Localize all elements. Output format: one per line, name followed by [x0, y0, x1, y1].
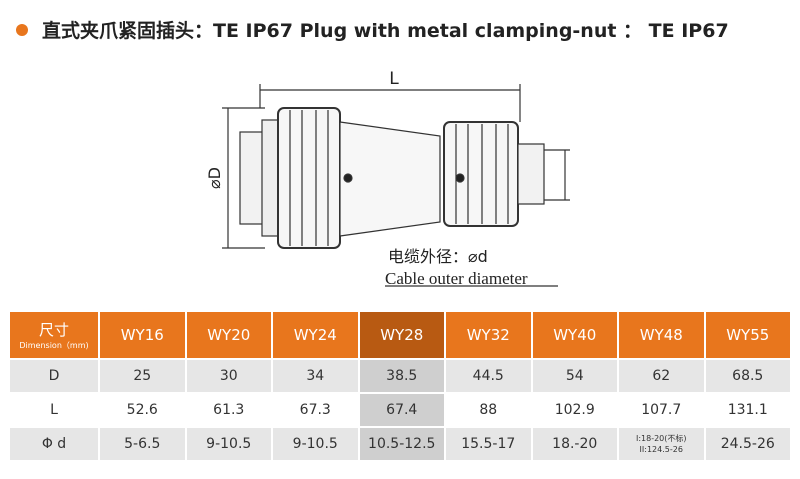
- cell-text: 9-10.5: [206, 436, 252, 452]
- table-cell: 25: [100, 360, 185, 392]
- column-header: WY28: [359, 312, 444, 358]
- cell-text: 131.1: [727, 402, 768, 418]
- cell-text: 34: [306, 368, 325, 384]
- table-cell: 54: [532, 360, 617, 392]
- cell-text: 25: [133, 368, 152, 384]
- cell-text: WY28: [380, 326, 424, 344]
- cell-text: WY48: [639, 326, 683, 344]
- screw: [455, 173, 465, 183]
- table-cell: 88: [446, 394, 531, 426]
- table-cell: 24.5-26: [705, 428, 790, 460]
- cable-end: [517, 143, 545, 205]
- cell-text: 24.5-26: [720, 436, 775, 452]
- table-cell: 62: [619, 360, 704, 392]
- table-cell: 9-10.5: [273, 428, 358, 460]
- row-label: Φ d: [10, 428, 98, 460]
- table-cell: 131.1: [705, 394, 790, 426]
- drawing: L ⌀D 电缆外径：⌀d Cable outer diameter: [205, 69, 570, 288]
- table-cell: 61.3: [186, 394, 271, 426]
- cell-text: II:124.5-26: [639, 445, 683, 454]
- column-header: WY55: [705, 312, 790, 358]
- taper: [339, 121, 441, 237]
- table-cell: 30: [186, 360, 271, 392]
- ribs: [289, 110, 329, 246]
- table-cell: 44.5: [446, 360, 531, 392]
- table-cell: 34: [273, 360, 358, 392]
- table-cell: I:18-20(不标) II:124.5-26: [619, 428, 704, 460]
- bullet: [16, 24, 28, 36]
- table-cell: 107.7: [619, 394, 704, 426]
- cell-text: 44.5: [472, 368, 504, 384]
- length-label: L: [389, 69, 399, 89]
- table-cell: 18.-20: [532, 428, 617, 460]
- cell-text: 38.5: [386, 368, 418, 384]
- cell-text: 62: [652, 368, 671, 384]
- cell-text: WY24: [293, 326, 337, 344]
- column-header: WY40: [532, 312, 617, 358]
- nut: [277, 107, 341, 249]
- cell-text: 18.-20: [552, 436, 598, 452]
- spec-table: 尺寸 Dimension（mm) WY16 WY20 WY24 WY28 WY32 WY40 W…: [10, 312, 790, 460]
- cell-text: 5-6.5: [124, 436, 161, 452]
- cell-text: 30: [219, 368, 238, 384]
- column-header: WY48: [619, 312, 704, 358]
- cable-label-en: Cable outer diameter: [385, 269, 528, 288]
- cell-text: WY32: [466, 326, 510, 344]
- column-header: WY16: [100, 312, 185, 358]
- table-cell: 68.5: [705, 360, 790, 392]
- cell-text: 52.6: [126, 402, 158, 418]
- cell-text: 102.9: [554, 402, 595, 418]
- cell-text: 尺寸: [38, 321, 69, 339]
- cell-text: 9-10.5: [292, 436, 338, 452]
- cell-text: 68.5: [732, 368, 764, 384]
- column-header: WY24: [273, 312, 358, 358]
- cell-text: 107.7: [641, 402, 682, 418]
- rear-nut: [443, 121, 519, 227]
- cable-label-cn: 电缆外径：⌀d: [388, 247, 488, 266]
- cell-text: L: [50, 402, 58, 418]
- table-cell: 9-10.5: [186, 428, 271, 460]
- cell-text: 15.5-17: [461, 436, 516, 452]
- table-cell: 10.5-12.5: [359, 428, 444, 460]
- table-cell: 15.5-17: [446, 428, 531, 460]
- row-label: D: [10, 360, 98, 392]
- cell-text: WY40: [553, 326, 597, 344]
- screw: [343, 173, 353, 183]
- header-cell: 尺寸 Dimension（mm): [10, 312, 98, 358]
- table-cell: 67.3: [273, 394, 358, 426]
- cell-text: I:18-20(不标): [635, 434, 687, 443]
- table-cell: 67.4: [359, 394, 444, 426]
- cell-text: WY16: [120, 326, 164, 344]
- title: 直式夹爪紧固插头：TE IP67 Plug with metal clampin…: [42, 20, 729, 42]
- table-cell: 5-6.5: [100, 428, 185, 460]
- ribs: [455, 124, 509, 224]
- cell-text: 88: [479, 402, 498, 418]
- cell-text: 54: [565, 368, 584, 384]
- cell-text: 67.3: [299, 402, 331, 418]
- cell-text: Φ d: [41, 436, 67, 452]
- table-cell: 102.9: [532, 394, 617, 426]
- column-header: WY32: [446, 312, 531, 358]
- cell-text: D: [48, 368, 60, 384]
- table-cell: 38.5: [359, 360, 444, 392]
- column-header: WY20: [186, 312, 271, 358]
- table-cell: 52.6: [100, 394, 185, 426]
- row-label: L: [10, 394, 98, 426]
- cell-text: WY20: [207, 326, 251, 344]
- cell-text: 61.3: [213, 402, 245, 418]
- cell-text: 10.5-12.5: [368, 436, 436, 452]
- cell-text: Dimension（mm): [19, 341, 89, 350]
- cell-text: WY55: [726, 326, 770, 344]
- diameter-label: ⌀D: [205, 167, 224, 189]
- cell-text: 67.4: [386, 402, 418, 418]
